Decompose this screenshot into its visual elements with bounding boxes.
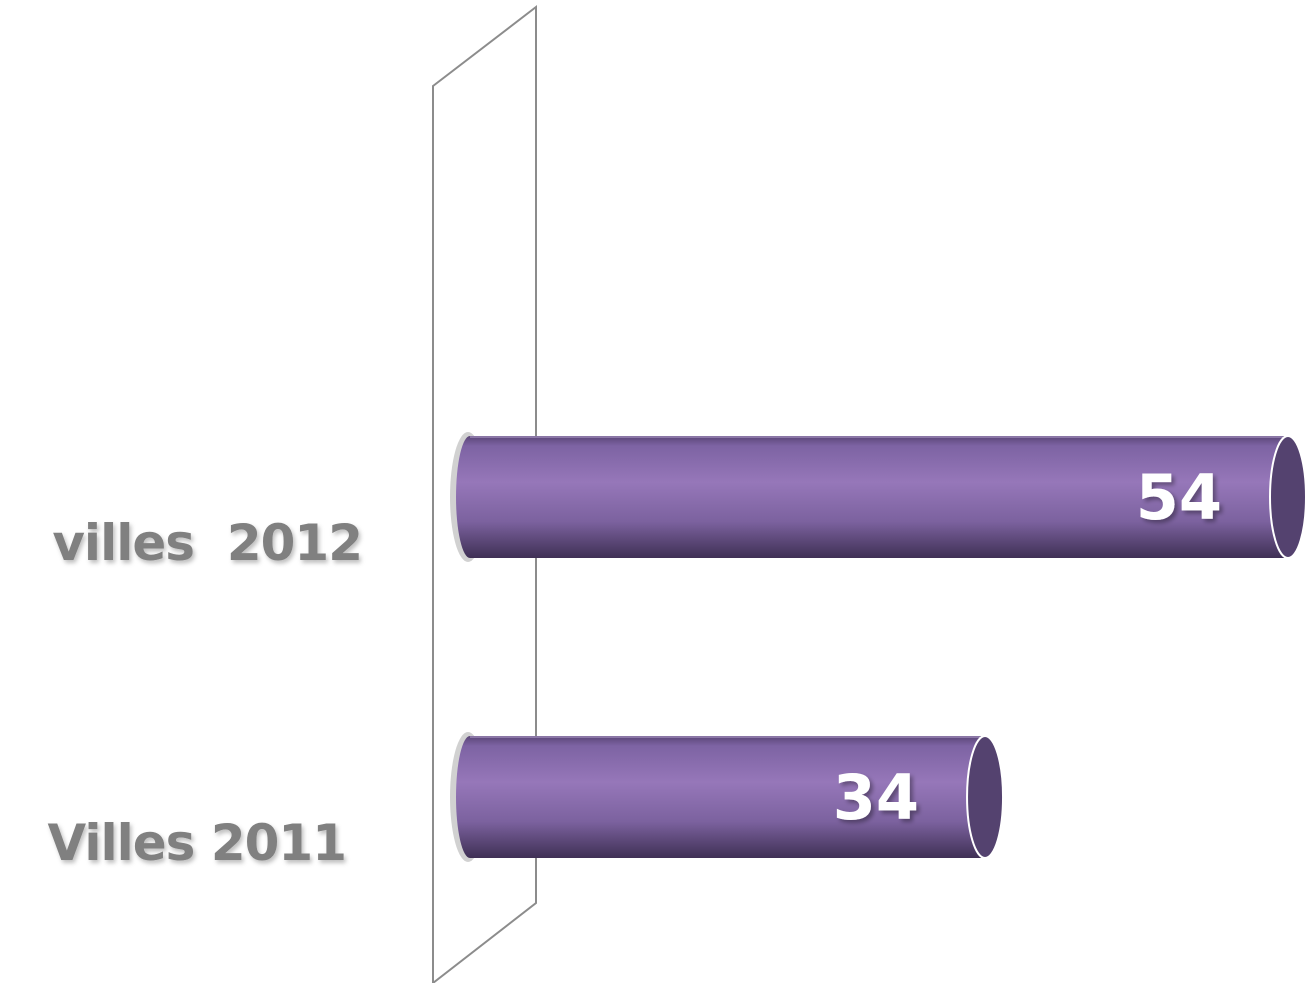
bars-group: 54 34 [450,432,1305,862]
category-label: villes 2012 [52,514,362,572]
axis-wall [432,4,537,983]
bar [456,436,1288,558]
bar-end-cap [1269,435,1305,559]
data-label: 34 [833,761,919,834]
bar-end-cap [966,735,1005,859]
category-labels-group: villes 2012 Villes 2011 [48,514,363,872]
category-label: Villes 2011 [48,814,346,872]
bar [456,736,986,858]
data-label: 54 [1136,461,1222,534]
